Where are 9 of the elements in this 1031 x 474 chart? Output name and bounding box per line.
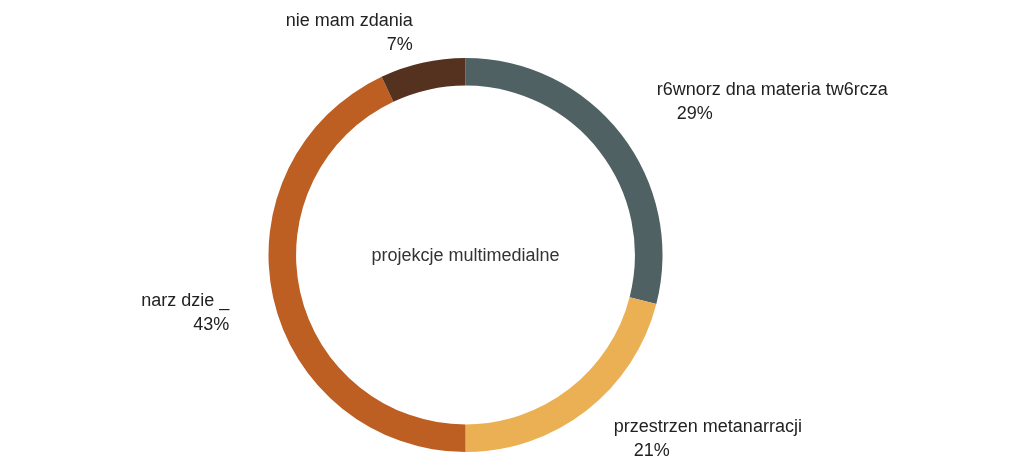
slice-label: nie mam zdania (285, 10, 414, 30)
data-label: 29% (676, 103, 713, 124)
data-label: 43% (193, 314, 230, 335)
slice-label: narz dzie _ (141, 290, 231, 312)
data-label: 21% (633, 440, 670, 460)
slice-label: przestrzen metanarracji (613, 416, 802, 436)
data-label: 7% (386, 34, 413, 54)
slice-label: r6wnorz dna materia tw6rcza (656, 79, 889, 100)
text: projekcje multimedialne (371, 245, 560, 265)
